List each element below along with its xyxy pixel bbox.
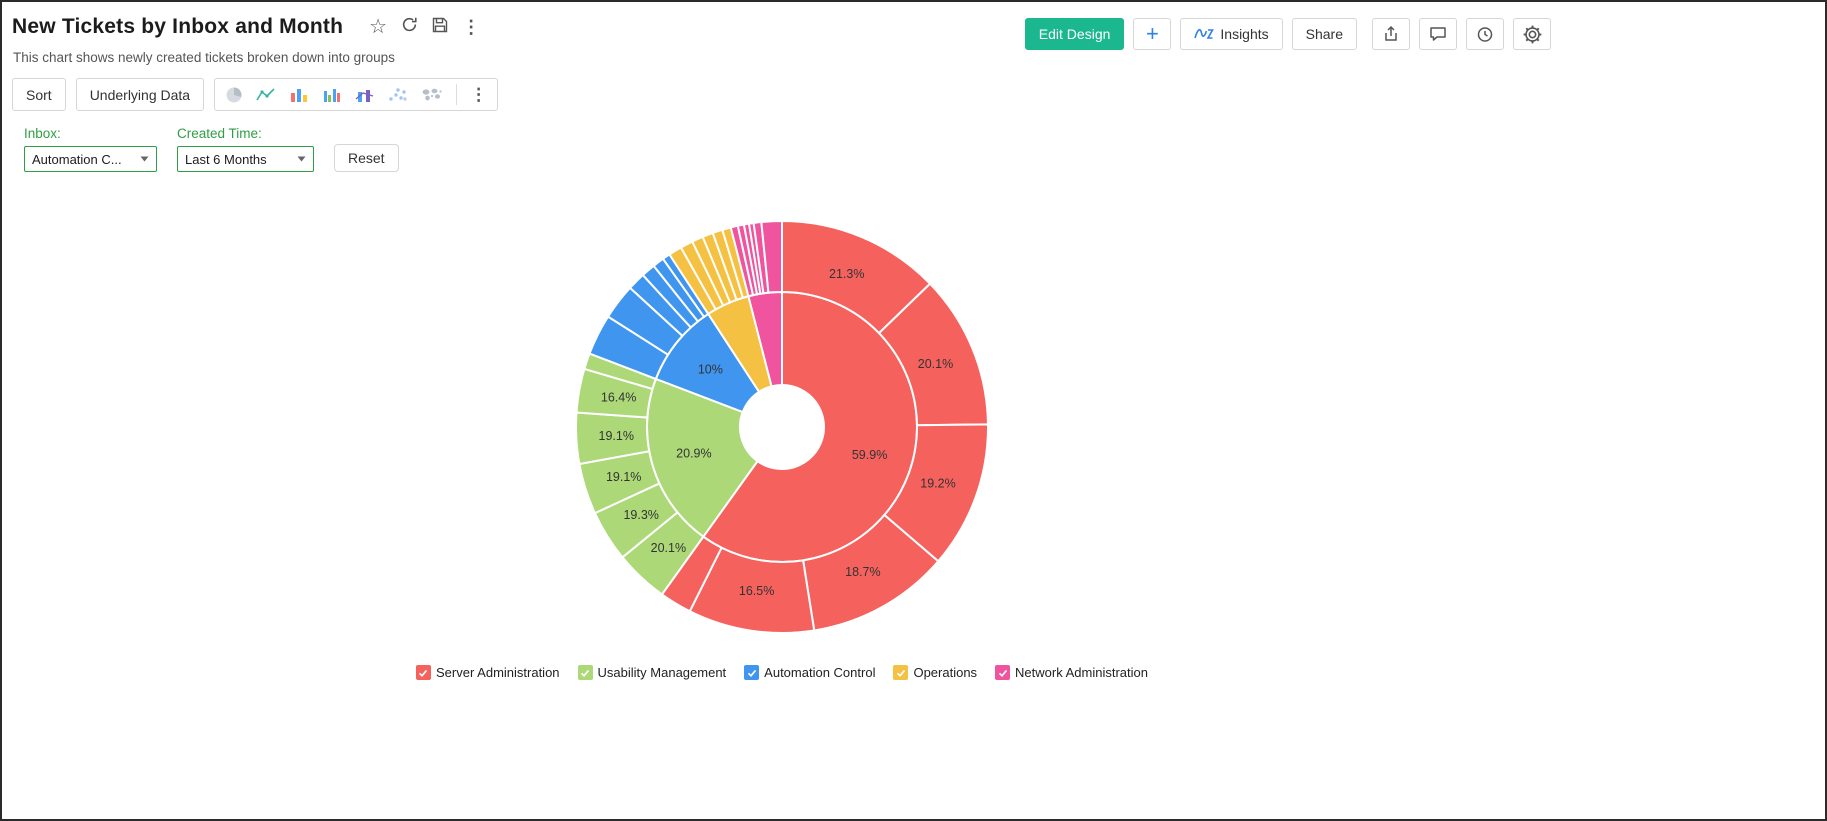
reset-filters-button[interactable]: Reset <box>334 144 399 172</box>
segment-percentage-label: 19.3% <box>623 508 658 522</box>
legend-checkbox[interactable] <box>995 665 1011 680</box>
toolbar-divider <box>456 84 458 105</box>
legend-label: Server Administration <box>435 665 560 680</box>
header-actions: Edit Design + Insights Share <box>1024 18 1551 50</box>
alerts-button[interactable] <box>1466 18 1504 50</box>
more-chart-types-icon[interactable]: ⋮ <box>470 84 488 104</box>
segment-percentage-label: 20.9% <box>676 446 711 460</box>
created-time-filter-select[interactable]: Last 6 Months <box>177 146 314 172</box>
segment-percentage-label: 19.1% <box>606 470 641 484</box>
favorite-star-icon[interactable]: ☆ <box>369 16 388 38</box>
comment-bubble-icon <box>1430 27 1446 41</box>
more-options-icon[interactable]: ⋮ <box>462 17 481 37</box>
title-quick-actions: ☆ ⋮ <box>369 16 480 38</box>
save-icon[interactable] <box>432 17 448 38</box>
filter-bar: Inbox: Automation C... Created Time: Las… <box>24 126 399 172</box>
created-time-filter-label: Created Time: <box>177 126 262 141</box>
segment-percentage-label: 18.7% <box>845 565 880 579</box>
segment-percentage-label: 16.5% <box>739 584 774 598</box>
report-toolbar: Sort Underlying Data <box>12 78 499 111</box>
segment-percentage-label: 10% <box>698 362 723 376</box>
legend-checkbox[interactable] <box>744 665 760 680</box>
check-icon <box>419 669 428 677</box>
chevron-down-icon <box>140 156 149 162</box>
gear-icon <box>1523 25 1541 43</box>
add-button[interactable]: + <box>1133 18 1172 50</box>
inbox-filter-select[interactable]: Automation C... <box>24 146 157 172</box>
check-icon <box>580 669 590 677</box>
underlying-data-button[interactable]: Underlying Data <box>75 78 205 111</box>
check-icon <box>998 669 1007 677</box>
legend-label: Network Administration <box>1015 665 1148 680</box>
scatter-chart-icon[interactable] <box>388 87 408 103</box>
segment-percentage-label: 20.1% <box>918 357 953 371</box>
created-time-filter-value: Last 6 Months <box>185 151 267 167</box>
insights-label: Insights <box>1220 26 1269 42</box>
clock-icon <box>1477 27 1493 42</box>
insights-button[interactable]: Insights <box>1180 18 1283 50</box>
report-description: This chart shows newly created tickets b… <box>13 50 395 65</box>
created-time-filter: Created Time: Last 6 Months <box>177 126 314 172</box>
segment-percentage-label: 19.2% <box>920 477 955 491</box>
segment-percentage-label: 20.1% <box>651 541 686 555</box>
inbox-filter: Inbox: Automation C... <box>24 126 157 172</box>
edit-design-button[interactable]: Edit Design <box>1024 18 1125 50</box>
combo-chart-icon[interactable] <box>355 87 375 103</box>
export-icon <box>1385 25 1397 41</box>
legend-item[interactable]: Server Administration <box>415 665 560 680</box>
legend-item[interactable]: Operations <box>893 665 977 680</box>
chart-type-switcher: ⋮ <box>214 78 499 111</box>
export-button[interactable] <box>1372 18 1410 50</box>
segment-percentage-label: 59.9% <box>852 448 887 462</box>
legend-item[interactable]: Usability Management <box>577 665 727 680</box>
zia-icon <box>1194 26 1215 43</box>
chevron-down-icon <box>297 156 306 162</box>
pie-chart-icon[interactable] <box>225 86 243 104</box>
map-chart-icon[interactable] <box>421 87 443 102</box>
legend-checkbox[interactable] <box>577 665 593 680</box>
chart-legend: Server Administration Usability Managemen… <box>2 665 1562 680</box>
legend-item[interactable]: Automation Control <box>744 665 875 680</box>
share-button[interactable]: Share <box>1291 18 1357 50</box>
legend-checkbox[interactable] <box>893 665 909 680</box>
check-icon <box>747 669 756 677</box>
legend-label: Usability Management <box>597 665 727 680</box>
legend-label: Automation Control <box>764 665 876 680</box>
segment-percentage-label: 16.4% <box>601 391 636 405</box>
refresh-icon[interactable] <box>401 16 418 38</box>
sunburst-chart: 21.3% 20.1% 19.2% 18.7% 16.5% 59.9% 20.1% 19.3%… <box>570 215 994 639</box>
inbox-filter-label: Inbox: <box>24 126 61 141</box>
grouped-bar-chart-icon[interactable] <box>322 87 342 103</box>
settings-button[interactable] <box>1513 18 1551 50</box>
inbox-filter-value: Automation C... <box>32 151 122 167</box>
column-chart-icon[interactable] <box>289 87 309 103</box>
outer-segment-network-administration[interactable] <box>760 220 783 294</box>
legend-item[interactable]: Network Administration <box>995 665 1148 680</box>
report-header: New Tickets by Inbox and Month ☆ ⋮ <box>12 15 480 39</box>
header-icon-buttons <box>1372 18 1551 50</box>
legend-label: Operations <box>913 665 978 680</box>
check-icon <box>896 669 906 677</box>
comments-button[interactable] <box>1419 18 1457 50</box>
sort-button[interactable]: Sort <box>12 78 66 111</box>
segment-percentage-label: 21.3% <box>829 267 864 281</box>
page-title: New Tickets by Inbox and Month <box>12 15 344 38</box>
line-chart-icon[interactable] <box>256 87 276 103</box>
segment-percentage-label: 19.1% <box>599 429 634 443</box>
legend-checkbox[interactable] <box>415 665 431 680</box>
